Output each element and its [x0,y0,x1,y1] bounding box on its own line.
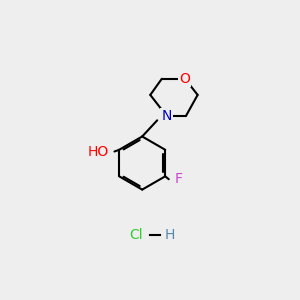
Text: N: N [161,109,172,123]
Text: H: H [164,228,175,242]
Text: O: O [179,72,191,86]
Text: Cl: Cl [130,228,143,242]
Text: HO: HO [88,145,109,158]
Text: F: F [175,172,182,186]
